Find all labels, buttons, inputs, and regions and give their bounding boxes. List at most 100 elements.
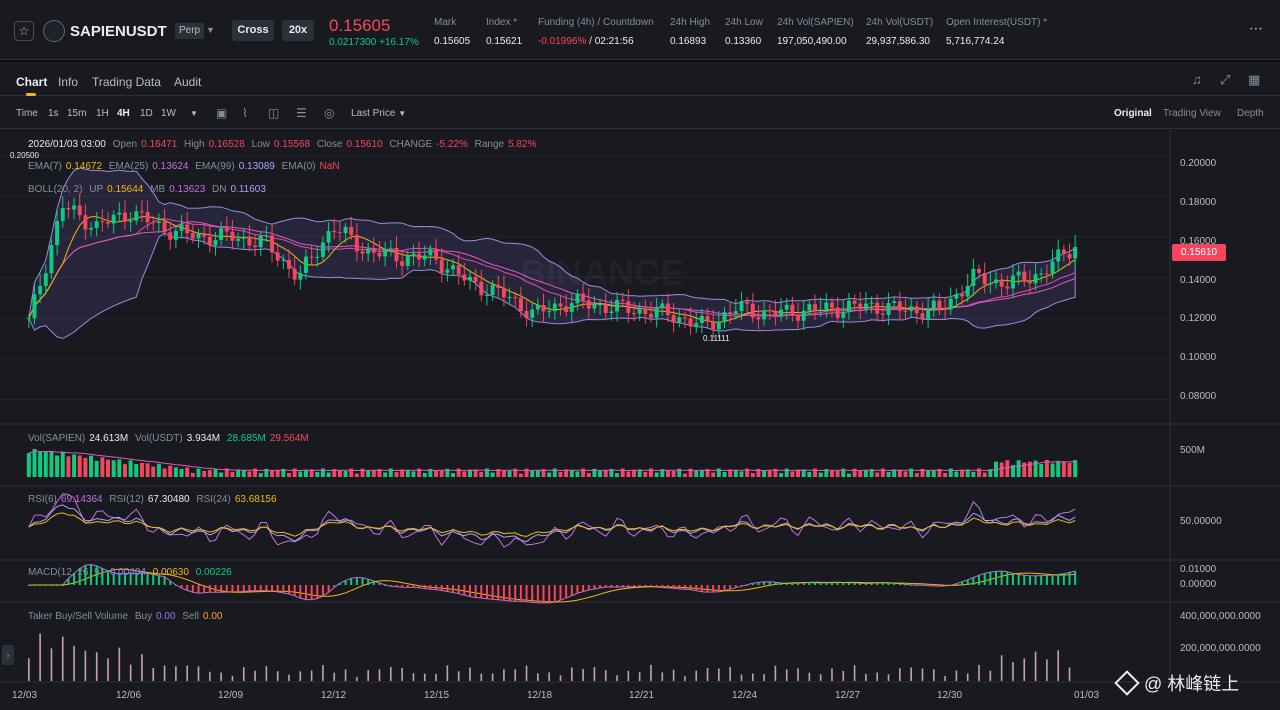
price-type-select[interactable]: Last Price ▼ xyxy=(351,108,407,119)
volume-bar xyxy=(903,471,908,477)
volume-bar xyxy=(1061,461,1066,477)
taker-bar xyxy=(1000,655,1003,681)
macd-hist-bar xyxy=(870,583,873,585)
timeframe-15m[interactable]: 15m xyxy=(67,108,87,119)
candle-body xyxy=(236,238,241,241)
candle-body xyxy=(139,211,144,213)
volume-bar xyxy=(875,472,880,477)
volume-bar xyxy=(841,468,846,477)
timeframe-dropdown-icon[interactable]: ▼ xyxy=(190,109,198,118)
chevron-right-icon[interactable]: › xyxy=(2,645,14,665)
macd-hist-bar xyxy=(265,585,268,591)
candle-body xyxy=(1005,286,1010,289)
volume-bar xyxy=(937,468,942,477)
macd-hist-bar xyxy=(836,582,839,585)
macd-hist-bar xyxy=(802,582,805,585)
volume-bar xyxy=(320,468,325,477)
candle-body xyxy=(530,309,535,318)
margin-mode-button[interactable]: Cross xyxy=(232,20,274,41)
star-icon[interactable]: ☆ xyxy=(14,21,34,41)
volume-bar xyxy=(1050,463,1055,477)
macd-hist-bar xyxy=(1040,575,1043,585)
volume-bar xyxy=(507,470,512,477)
candle-body xyxy=(801,310,806,321)
timeframe-1d[interactable]: 1D xyxy=(140,108,153,119)
macd-hist-bar xyxy=(649,585,652,587)
tab-trading-data[interactable]: Trading Data xyxy=(92,75,161,89)
taker-bar xyxy=(265,666,268,681)
volume-bar xyxy=(219,472,224,477)
volume-bar xyxy=(456,468,461,477)
macd-hist-bar xyxy=(112,572,115,585)
leverage-button[interactable]: 20x xyxy=(282,20,314,41)
indicator-icon[interactable]: ⌇ xyxy=(242,106,248,120)
calendar-icon[interactable]: ▣ xyxy=(216,106,228,120)
view-depth[interactable]: Depth xyxy=(1237,108,1264,119)
candle-body xyxy=(241,236,246,239)
candle-body xyxy=(77,205,82,216)
taker-bar xyxy=(740,674,743,681)
candle-body xyxy=(473,276,478,282)
tab-chart[interactable]: Chart xyxy=(16,75,48,89)
candle-body xyxy=(287,259,291,269)
candle-type-icon[interactable]: ◫ xyxy=(268,106,280,120)
volume-bar xyxy=(665,470,670,477)
taker-bar xyxy=(480,673,483,681)
view-original[interactable]: Original xyxy=(1114,108,1152,119)
macd-hist-bar xyxy=(519,585,522,602)
timeframe-4h[interactable]: 4H xyxy=(117,108,130,119)
volume-bar xyxy=(400,469,405,477)
macd-hist-bar xyxy=(457,585,460,594)
macd-hist-bar xyxy=(1074,571,1077,585)
taker-legend: Taker Buy/Sell Volume Buy 0.00 Sell 0.00 xyxy=(28,611,223,622)
taker-bar xyxy=(1023,658,1026,681)
macd-hist-bar xyxy=(231,585,234,592)
candle-body xyxy=(298,272,303,280)
candle-body xyxy=(292,268,297,280)
macd-hist-bar xyxy=(593,585,596,590)
volume-bar xyxy=(829,470,834,477)
volume-bar xyxy=(185,467,190,477)
candle-body xyxy=(134,211,139,221)
candle-body xyxy=(422,255,427,260)
timeframe-time[interactable]: Time xyxy=(16,108,38,119)
tab-info[interactable]: Info xyxy=(58,75,79,89)
volume-bar xyxy=(880,468,885,477)
macd-hist-bar xyxy=(95,565,98,585)
macd-hist-bar xyxy=(497,585,500,600)
timeframe-1w[interactable]: 1W xyxy=(161,108,176,119)
macd-hist-bar xyxy=(78,568,81,585)
volume-bar xyxy=(1005,460,1010,477)
binance-watermark: BINANCE xyxy=(520,252,684,293)
candle-body xyxy=(213,240,218,246)
macd-hist-bar xyxy=(67,578,70,585)
view-trading-view[interactable]: Trading View xyxy=(1163,108,1221,119)
candle-body xyxy=(89,227,94,230)
symbol-title[interactable]: SAPIENUSDT xyxy=(70,23,167,40)
layout-grid-icon[interactable]: ▦ xyxy=(1248,72,1261,87)
candle-body xyxy=(937,300,942,309)
more-icon[interactable]: ⋯ xyxy=(1249,20,1264,36)
volume-bar xyxy=(100,457,105,477)
taker-bar xyxy=(684,676,686,681)
timeframe-1h[interactable]: 1H xyxy=(96,108,109,119)
expand-icon[interactable]: ⤢ xyxy=(1220,72,1231,87)
volume-bar xyxy=(281,468,286,477)
taker-bar xyxy=(84,650,87,681)
crosshair-icon[interactable]: ◎ xyxy=(324,106,335,120)
alert-bell-icon[interactable]: ♫ xyxy=(1192,72,1202,87)
tab-audit[interactable]: Audit xyxy=(174,75,202,89)
taker-bar xyxy=(593,667,596,681)
candle-body xyxy=(320,242,325,257)
taker-bar xyxy=(978,664,980,681)
volume-bar xyxy=(366,470,371,477)
macd-hist-bar xyxy=(666,585,669,588)
volume-bar xyxy=(632,469,636,477)
candle-body xyxy=(682,317,687,319)
chevron-down-icon[interactable]: ▼ xyxy=(206,25,215,35)
candle-body xyxy=(219,228,224,241)
taker-bar xyxy=(491,673,494,681)
timeframe-1s[interactable]: 1s xyxy=(48,108,59,119)
settings-lines-icon[interactable]: ☰ xyxy=(296,106,307,120)
